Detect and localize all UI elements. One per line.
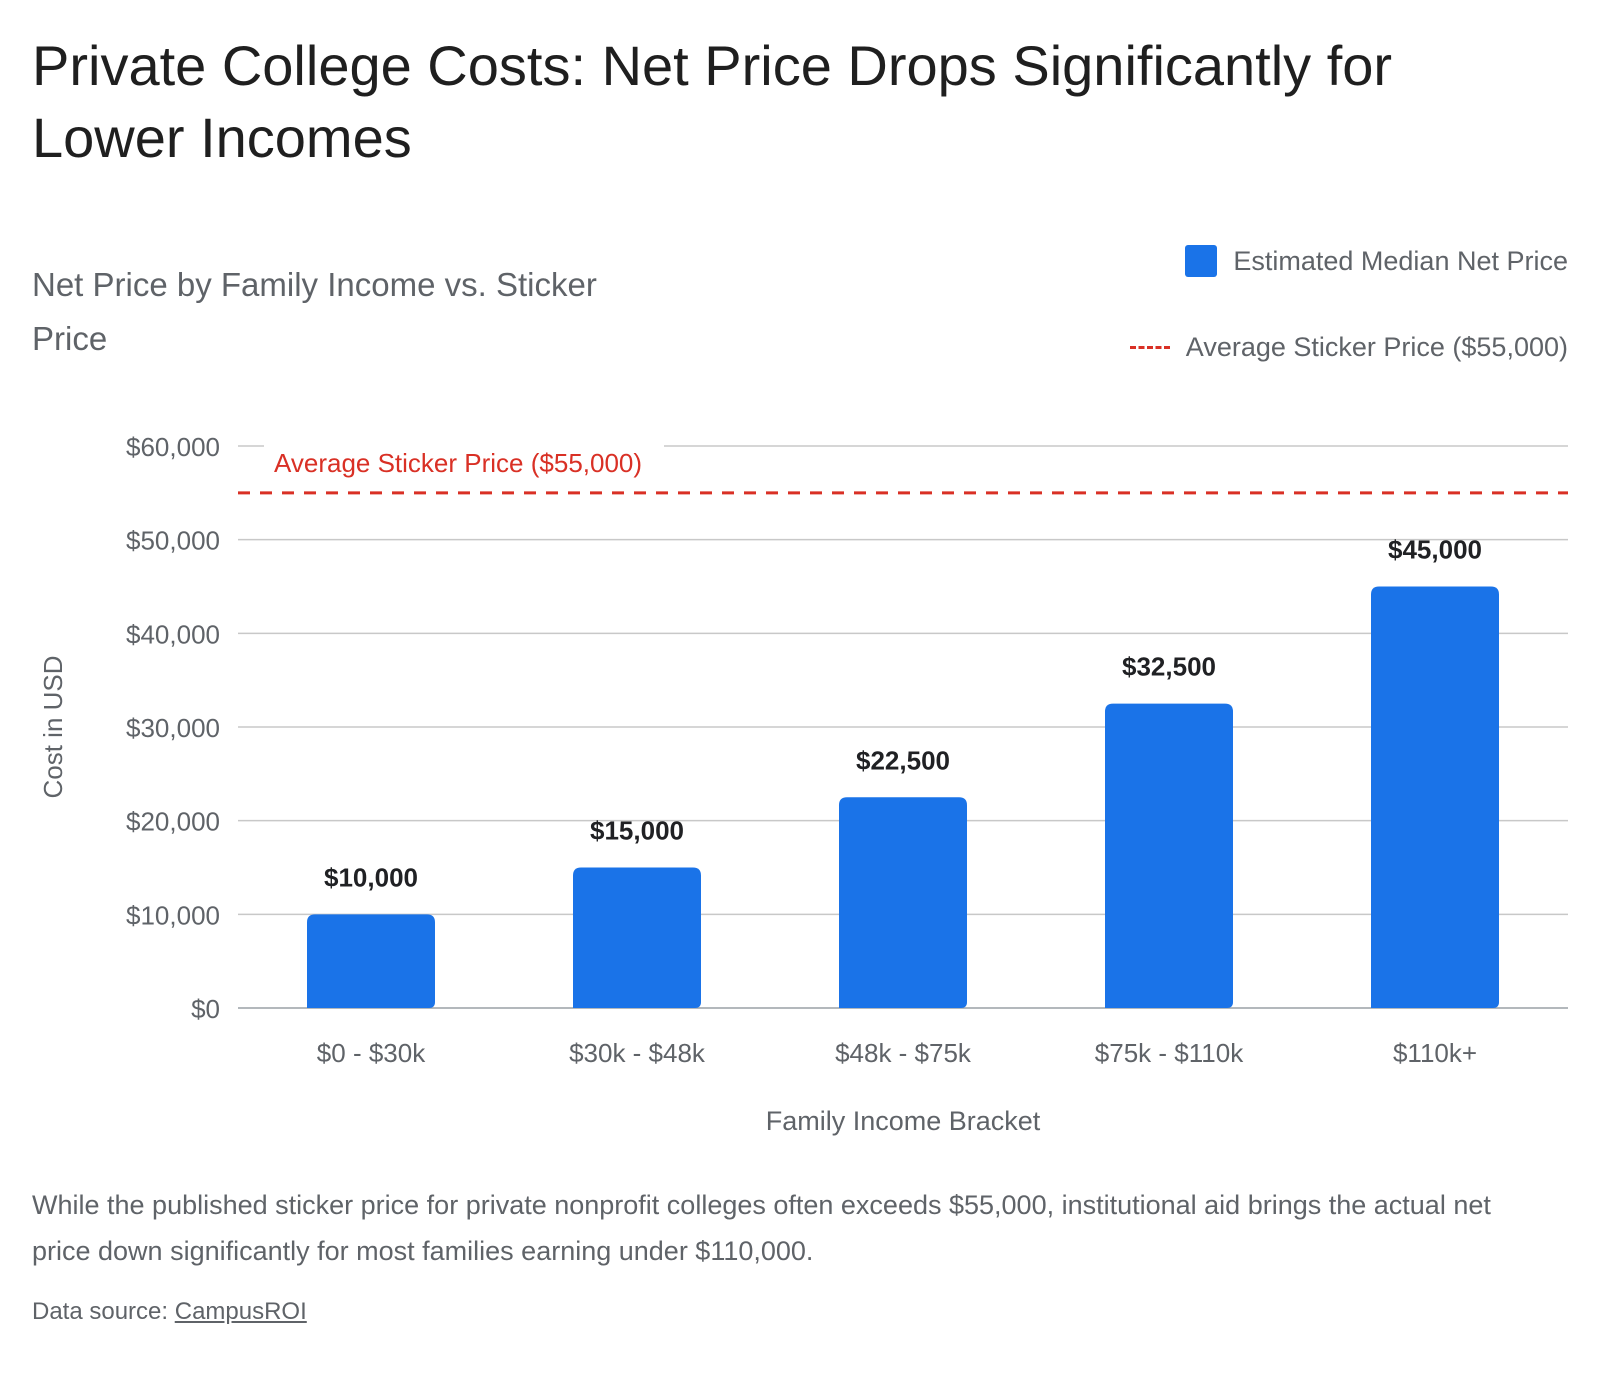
- bar-value-label: $45,000: [1388, 535, 1482, 565]
- y-axis-label: Cost in USD: [38, 655, 68, 798]
- legend-swatch-bar: [1185, 245, 1218, 277]
- bar: [839, 797, 967, 1008]
- bar: [1105, 703, 1233, 1008]
- y-tick-label: $10,000: [126, 900, 220, 930]
- y-tick-label: $50,000: [126, 526, 220, 556]
- bar: [307, 914, 435, 1008]
- page-title: Private College Costs: Net Price Drops S…: [32, 34, 1393, 169]
- bar-value-label: $15,000: [590, 816, 684, 846]
- legend-label-net-price: Estimated Median Net Price: [1233, 245, 1568, 276]
- x-axis-label: Family Income Bracket: [766, 1106, 1041, 1136]
- x-tick-label: $48k - $75k: [835, 1038, 972, 1068]
- y-tick-label: $60,000: [126, 432, 220, 462]
- legend-item-net-price[interactable]: Estimated Median Net Price: [1048, 238, 1568, 284]
- x-tick-label: $75k - $110k: [1095, 1038, 1244, 1068]
- x-tick-label: $30k - $48k: [569, 1038, 706, 1068]
- reference-line-label-background: [264, 440, 664, 480]
- data-source: Data source: CampusROI: [32, 1298, 307, 1326]
- y-tick-label: $40,000: [126, 619, 220, 649]
- y-tick-label: $0: [191, 994, 220, 1024]
- chart-subtitle: Net Price by Family Income vs. Sticker P…: [32, 266, 597, 357]
- x-tick-label: $110k+: [1393, 1038, 1477, 1068]
- reference-line-label: Average Sticker Price ($55,000): [274, 448, 642, 478]
- y-tick-label: $20,000: [126, 807, 220, 837]
- chart-legend: Estimated Median Net Price Average Stick…: [1048, 238, 1568, 370]
- data-source-prefix: Data source:: [32, 1298, 175, 1325]
- bar-value-label: $10,000: [324, 862, 418, 892]
- bar-value-label: $32,500: [1122, 652, 1216, 682]
- legend-swatch-dashed-line: [1129, 345, 1170, 349]
- legend-item-sticker-price[interactable]: Average Sticker Price ($55,000): [1048, 324, 1568, 370]
- legend-label-sticker-price: Average Sticker Price ($55,000): [1185, 331, 1568, 362]
- bar: [573, 867, 701, 1008]
- bar: [1371, 586, 1499, 1008]
- x-tick-label: $0 - $30k: [317, 1038, 426, 1068]
- y-tick-label: $30,000: [126, 713, 220, 743]
- bar-value-label: $22,500: [856, 745, 950, 775]
- data-source-link[interactable]: CampusROI: [174, 1298, 307, 1325]
- chart-description: While the published sticker price for pr…: [32, 1190, 1491, 1266]
